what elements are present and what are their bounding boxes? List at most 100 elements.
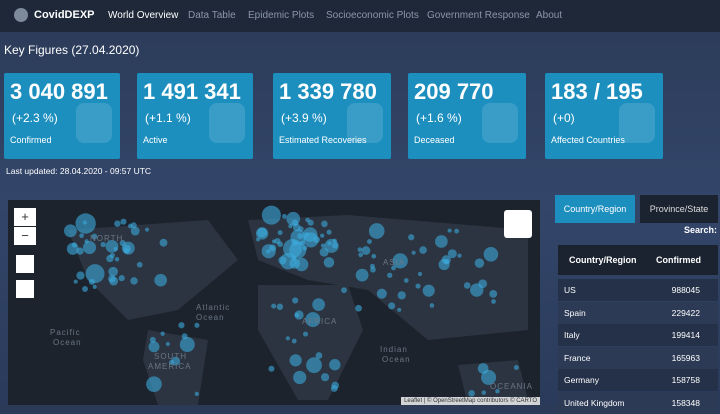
- map-bubble[interactable]: [73, 279, 78, 284]
- map-bubble[interactable]: [371, 253, 377, 259]
- map-bubble[interactable]: [355, 268, 369, 282]
- map-bubble[interactable]: [341, 287, 347, 294]
- map-bubble[interactable]: [179, 337, 195, 353]
- map-bubble[interactable]: [478, 279, 488, 289]
- brand[interactable]: CovidDEXP: [34, 9, 95, 21]
- map-bubble[interactable]: [257, 227, 268, 238]
- map-bubble[interactable]: [291, 219, 299, 227]
- map-bubble[interactable]: [145, 227, 150, 232]
- map-bubble[interactable]: [429, 303, 435, 308]
- map-bubble[interactable]: [454, 228, 460, 234]
- zoom-out[interactable]: −: [14, 227, 36, 245]
- map-bubble[interactable]: [302, 245, 308, 251]
- map-bubble[interactable]: [291, 338, 297, 344]
- map-bubble[interactable]: [282, 213, 287, 219]
- map-bubble[interactable]: [283, 238, 303, 259]
- table-row[interactable]: Spain 229422: [558, 301, 718, 324]
- map-bubble[interactable]: [357, 247, 363, 252]
- map-bubble[interactable]: [109, 276, 119, 286]
- map-bubble[interactable]: [326, 229, 332, 235]
- map-bubble[interactable]: [171, 356, 181, 366]
- map-bubble[interactable]: [108, 266, 118, 277]
- map-bubble[interactable]: [329, 359, 341, 371]
- map-bubble[interactable]: [312, 298, 325, 311]
- map-bubble[interactable]: [323, 257, 335, 268]
- nav-item[interactable]: About: [536, 10, 563, 21]
- map-bubble[interactable]: [304, 232, 309, 237]
- map-bubble[interactable]: [422, 284, 435, 297]
- map-bubble[interactable]: [277, 230, 283, 236]
- map-bubble[interactable]: [293, 370, 307, 385]
- map-bubble[interactable]: [261, 244, 276, 259]
- map-bubble[interactable]: [387, 272, 393, 278]
- table-row[interactable]: France 165963: [558, 346, 718, 369]
- map-bubble[interactable]: [367, 239, 372, 244]
- map-bubble[interactable]: [447, 228, 452, 233]
- map-bubble[interactable]: [288, 224, 293, 229]
- map-bubble[interactable]: [160, 331, 165, 336]
- map-bubble[interactable]: [114, 220, 121, 227]
- map-bubble[interactable]: [483, 246, 499, 262]
- map-bubble[interactable]: [331, 381, 340, 390]
- nav-item[interactable]: Government Response: [427, 10, 530, 21]
- map-bubble[interactable]: [194, 391, 199, 396]
- map-bubble[interactable]: [463, 282, 471, 289]
- map-bubble[interactable]: [495, 388, 500, 394]
- map-bubble[interactable]: [82, 240, 97, 255]
- map-bubble[interactable]: [369, 263, 375, 269]
- map-bubble[interactable]: [481, 390, 487, 395]
- map-bubble[interactable]: [276, 303, 284, 310]
- map-bubble[interactable]: [358, 252, 364, 258]
- column-header[interactable]: Country/Region: [569, 255, 637, 265]
- map-bubble[interactable]: [181, 333, 188, 340]
- map-bubble[interactable]: [154, 273, 167, 287]
- pin-button[interactable]: [16, 280, 34, 298]
- map-bubble[interactable]: [84, 239, 89, 244]
- map-bubble[interactable]: [320, 243, 326, 248]
- map-bubble[interactable]: [411, 250, 416, 255]
- map-bubble[interactable]: [82, 286, 88, 292]
- map-bubble[interactable]: [361, 246, 371, 255]
- tab[interactable]: Country/Region: [555, 195, 635, 223]
- map-bubble[interactable]: [408, 234, 415, 241]
- map-bubble[interactable]: [388, 302, 396, 310]
- map-bubble[interactable]: [271, 303, 277, 309]
- map-bubble[interactable]: [165, 341, 170, 346]
- map-bubble[interactable]: [298, 226, 304, 232]
- map-bubble[interactable]: [106, 254, 114, 263]
- map-bubble[interactable]: [85, 264, 105, 284]
- map-bubble[interactable]: [324, 238, 339, 253]
- nav-item[interactable]: Socioeconomic Plots: [326, 10, 419, 21]
- map-bubble[interactable]: [123, 248, 130, 254]
- nav-item[interactable]: World Overview: [108, 10, 179, 21]
- map-bubble[interactable]: [292, 297, 299, 304]
- map-bubble[interactable]: [148, 341, 160, 353]
- map-bubble[interactable]: [105, 240, 119, 253]
- table-row[interactable]: US 988045: [558, 279, 718, 301]
- map-bubble[interactable]: [76, 271, 85, 280]
- map-bubble[interactable]: [118, 275, 125, 282]
- map-bubble[interactable]: [294, 312, 300, 318]
- map-bubble[interactable]: [403, 278, 409, 283]
- map-bubble[interactable]: [491, 299, 496, 304]
- map-bubble[interactable]: [447, 249, 457, 259]
- map-bubble[interactable]: [289, 354, 302, 367]
- map-bubble[interactable]: [82, 220, 87, 225]
- map-bubble[interactable]: [274, 237, 281, 245]
- map-bubble[interactable]: [128, 223, 133, 229]
- nav-item[interactable]: Data Table: [188, 10, 236, 21]
- map-bubble[interactable]: [320, 233, 325, 238]
- map-bubble[interactable]: [489, 289, 498, 298]
- map-bubble[interactable]: [313, 236, 320, 243]
- map-bubble[interactable]: [305, 312, 321, 328]
- map-bubble[interactable]: [306, 357, 322, 374]
- map-bubble[interactable]: [285, 336, 290, 341]
- map-bubble[interactable]: [261, 205, 281, 225]
- tab[interactable]: Province/State: [640, 195, 718, 223]
- map-bubble[interactable]: [392, 253, 408, 269]
- map-bubble[interactable]: [397, 307, 402, 312]
- layers-button[interactable]: [504, 210, 532, 238]
- map-bubble[interactable]: [146, 376, 162, 392]
- locate-button[interactable]: [16, 255, 34, 273]
- map-bubble[interactable]: [415, 283, 421, 289]
